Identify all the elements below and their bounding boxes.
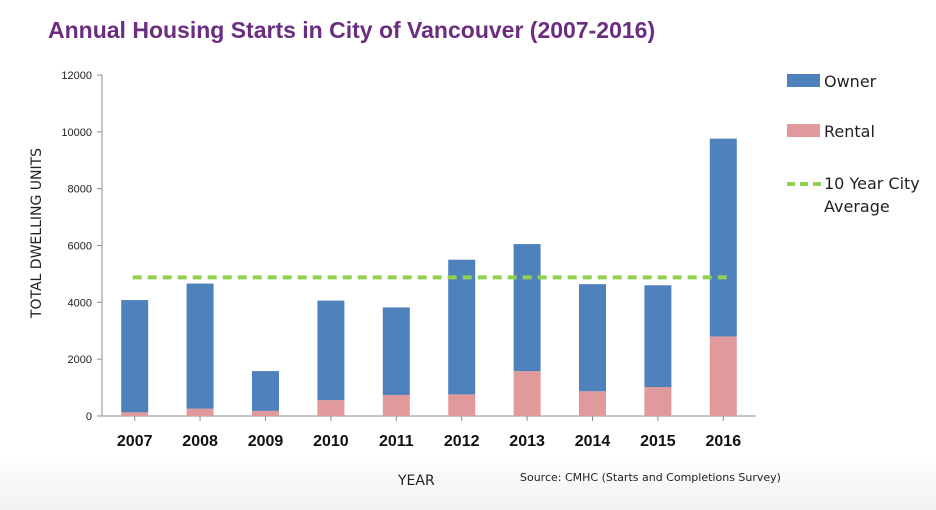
legend-label-rental: Rental: [824, 122, 875, 141]
legend-label-owner: Owner: [824, 72, 877, 91]
x-tick-label-2013: 2013: [509, 433, 545, 450]
y-tick-label: 12000: [61, 70, 92, 82]
source-note: Source: CMHC (Starts and Completions Sur…: [520, 471, 781, 484]
x-tick-label-2011: 2011: [379, 433, 414, 450]
bar-owner-2013: [513, 244, 541, 372]
y-tick-label: 2000: [68, 354, 92, 366]
bar-rental-2008: [186, 408, 214, 416]
bar-rental-2010: [317, 400, 345, 416]
bar-rental-2015: [644, 387, 672, 416]
bar-owner-2016: [709, 138, 737, 337]
bar-owner-2015: [644, 285, 672, 388]
bar-rental-2007: [121, 412, 149, 416]
bar-rental-2011: [382, 394, 410, 416]
bar-owner-2009: [252, 371, 279, 411]
legend-dash-average: [787, 182, 821, 186]
x-tick-label-2010: 2010: [313, 433, 349, 450]
y-tick-label: 8000: [68, 184, 92, 196]
bar-owner-2007: [121, 300, 149, 413]
x-tick-label-2012: 2012: [444, 433, 480, 450]
bar-owner-2012: [448, 259, 476, 395]
x-tick-label-2007: 2007: [117, 433, 153, 450]
y-tick-label: 4000: [68, 297, 92, 309]
x-tick-label-2015: 2015: [640, 433, 676, 450]
y-tick-label: 6000: [68, 241, 92, 253]
bar-rental-2014: [579, 391, 606, 416]
bar-rental-2013: [513, 371, 541, 416]
y-tick-label: 10000: [61, 127, 92, 139]
y-tick-label: 0: [86, 411, 92, 423]
bar-owner-2008: [186, 283, 214, 409]
bar-owner-2014: [579, 284, 606, 392]
x-tick-label-2016: 2016: [706, 433, 742, 450]
x-tick-label-2009: 2009: [248, 433, 284, 450]
bar-rental-2012: [448, 394, 476, 416]
x-tick-label-2008: 2008: [182, 433, 218, 450]
bar-owner-2010: [317, 300, 345, 401]
legend-label-average: 10 Year City Average: [824, 174, 920, 216]
chart-title: Annual Housing Starts in City of Vancouv…: [48, 17, 656, 43]
x-tick-label-2014: 2014: [575, 433, 611, 450]
bar-owner-2011: [382, 307, 410, 395]
y-axis-title: TOTAL DWELLING UNITS: [29, 147, 45, 319]
legend-swatch-rental: [787, 124, 820, 137]
bar-rental-2016: [709, 336, 737, 416]
legend-swatch-owner: [787, 74, 820, 87]
bar-rental-2009: [252, 410, 279, 416]
x-axis-title: YEAR: [398, 473, 435, 489]
